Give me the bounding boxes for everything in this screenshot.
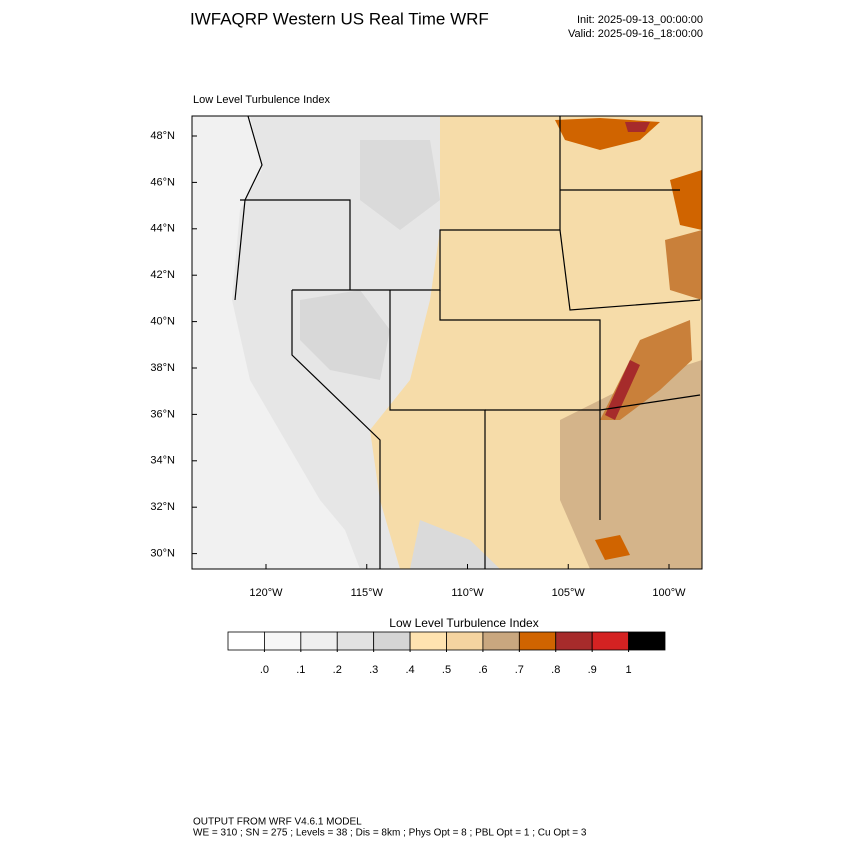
lat-label: 46°N [150, 176, 175, 188]
lon-label: 100°W [652, 587, 686, 599]
lat-label: 48°N [150, 130, 175, 142]
colorbar-box [555, 631, 593, 651]
colorbar-box [336, 631, 375, 651]
lon-label: 110°W [451, 587, 484, 599]
lat-label: 36°N [150, 408, 175, 420]
colorbar-label: .6 [478, 664, 487, 676]
footer-line: WE = 310 ; SN = 275 ; Levels = 38 ; Dis … [193, 828, 587, 839]
footer-line: OUTPUT FROM WRF V4.6.1 MODEL [193, 817, 362, 828]
init-time: Init: 2025-09-13_00:00:00 [577, 14, 703, 26]
map-title: Low Level Turbulence Index [193, 94, 330, 106]
colorbar-box [591, 631, 629, 651]
lon-label: 120°W [249, 587, 283, 599]
lon-label: 115°W [351, 587, 384, 599]
colorbar-label: .2 [333, 664, 342, 676]
lat-label: 32°N [150, 501, 175, 513]
colorbar-box [227, 631, 265, 651]
colorbar-box [373, 631, 411, 651]
colorbar-label: .3 [369, 664, 378, 676]
colorbar-label: .0 [260, 664, 269, 676]
colorbar-label: .5 [442, 664, 451, 676]
map-field [192, 116, 702, 569]
colorbar-label: .7 [515, 664, 524, 676]
lon-label: 105°W [552, 587, 586, 599]
map-frame [191, 115, 703, 570]
colorbar-label: 1 [626, 664, 632, 676]
lat-label: 30°N [150, 548, 175, 560]
lat-label: 44°N [150, 223, 175, 235]
colorbar-box [264, 631, 302, 651]
lat-label: 34°N [150, 455, 175, 467]
colorbar-label: .9 [588, 664, 597, 676]
lat-label: 40°N [150, 316, 175, 328]
lat-label: 42°N [150, 269, 175, 281]
colorbar-label: .1 [296, 664, 305, 676]
colorbar-label: .8 [551, 664, 560, 676]
colorbar-box [446, 631, 484, 651]
colorbar-box [518, 631, 557, 651]
lat-label: 38°N [150, 362, 175, 374]
colorbar-box [409, 631, 447, 651]
colorbar-box [628, 631, 666, 651]
colorbar-label: .4 [405, 664, 414, 676]
title: IWFAQRP Western US Real Time WRF [190, 9, 489, 28]
colorbar-box [482, 631, 520, 651]
colorbar-box [300, 631, 338, 651]
valid-time: Valid: 2025-09-16_18:00:00 [568, 28, 703, 40]
colorbar-title: Low Level Turbulence Index [389, 616, 538, 630]
